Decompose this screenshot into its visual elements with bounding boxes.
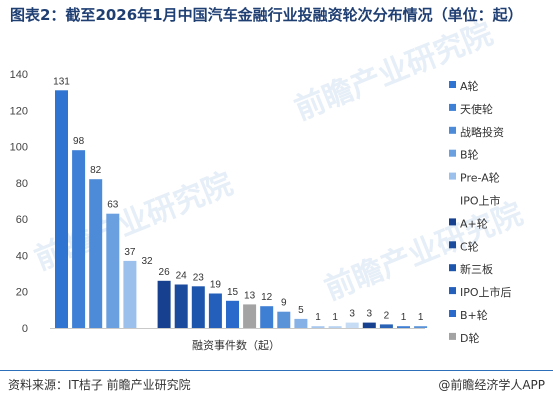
y-tick-label: 100: [10, 142, 28, 154]
bar: [277, 311, 291, 328]
bar: [89, 179, 103, 328]
footer-divider: [0, 370, 553, 371]
legend-label: B轮: [460, 148, 479, 162]
bar: [123, 260, 137, 328]
y-tick-label: 0: [22, 323, 28, 335]
legend-swatch: [449, 332, 456, 340]
bar-value-label: 2: [384, 310, 390, 321]
y-tick-label: 140: [10, 69, 28, 81]
bar-value-label: 37: [124, 247, 136, 258]
bar-value-label: 19: [210, 280, 222, 291]
bar-value-label: 9: [281, 298, 287, 309]
bar: [55, 90, 68, 328]
bar-value-label: 131: [53, 76, 70, 87]
bar: [362, 322, 376, 328]
bar: [208, 293, 222, 328]
legend-label: A+轮: [460, 216, 488, 230]
bars-group: [55, 90, 428, 328]
bar-value-label: 1: [418, 312, 424, 323]
y-tick-label: 40: [16, 250, 28, 262]
y-tick-label: 120: [10, 105, 28, 117]
bar-value-label: 5: [298, 305, 304, 316]
legend-label: C轮: [460, 239, 479, 253]
bar: [243, 304, 257, 328]
legend-swatch: [449, 310, 456, 317]
bar: [72, 150, 86, 328]
legend-swatch: [449, 241, 456, 249]
legend-swatch: [449, 172, 456, 180]
legend-swatch: [449, 195, 456, 203]
bar: [106, 213, 120, 328]
bar: [397, 326, 410, 328]
bar: [260, 306, 274, 328]
bar: [191, 286, 205, 328]
bar-value-label: 82: [90, 165, 102, 176]
bar-value-label: 15: [227, 287, 239, 298]
legend-label: D轮: [460, 331, 479, 345]
legend-label: IPO上市: [460, 194, 501, 208]
legend-swatch: [449, 81, 456, 88]
bar-value-label: 1: [401, 312, 407, 323]
bar: [157, 280, 171, 328]
bar: [311, 326, 325, 328]
bar-value-label: 32: [141, 256, 153, 267]
legend-swatch: [449, 149, 456, 157]
x-axis-label: 融资事件数（起）: [192, 339, 280, 352]
bar-value-label: 3: [349, 309, 355, 320]
bar: [174, 284, 188, 328]
bar-value-label: 26: [159, 267, 171, 278]
y-tick-label: 60: [16, 214, 28, 226]
y-tick-label: 20: [16, 287, 28, 299]
chart-title: 图表2：截至2026年1月中国汽车金融行业投融资轮次分布情况（单位：起）: [10, 6, 523, 24]
bar-value-label: 24: [176, 271, 188, 282]
legend-swatch: [449, 287, 456, 295]
bar-value-label: 63: [107, 200, 119, 211]
legend-swatch: [449, 218, 456, 226]
legend-swatch: [449, 126, 456, 134]
bar-value-label: 12: [261, 292, 273, 303]
bar-value-label: 98: [73, 136, 85, 147]
source-note: 资料来源：IT桔子 前瞻产业研究院: [8, 378, 191, 392]
legend-label: 战略投资: [460, 125, 504, 139]
bar-value-label: 1: [332, 312, 338, 323]
legend-label: Pre-A轮: [460, 171, 500, 185]
legend-swatch: [449, 264, 456, 272]
bar-value-label: 3: [367, 309, 373, 320]
bar-value-label: 1: [315, 312, 321, 323]
legend-label: IPO上市后: [460, 285, 512, 299]
legend-label: A轮: [460, 79, 479, 93]
bar: [294, 318, 308, 328]
bar: [226, 300, 239, 328]
bar: [140, 269, 154, 328]
bar: [379, 324, 393, 328]
bar: [414, 326, 428, 328]
legend-swatch: [449, 103, 456, 111]
y-axis: 0 20 40 60 80 100 120 140: [10, 69, 28, 335]
legend-label: B+轮: [460, 308, 488, 322]
legend-label: 天使轮: [460, 102, 493, 116]
brand-note: @前瞻经济学人APP: [438, 378, 545, 392]
y-tick-label: 80: [16, 178, 28, 190]
bar: [328, 326, 342, 328]
legend-label: 新三板: [460, 262, 493, 276]
bar: [345, 322, 359, 328]
bar-value-label: 13: [244, 290, 256, 301]
bar-value-label: 23: [193, 272, 205, 283]
